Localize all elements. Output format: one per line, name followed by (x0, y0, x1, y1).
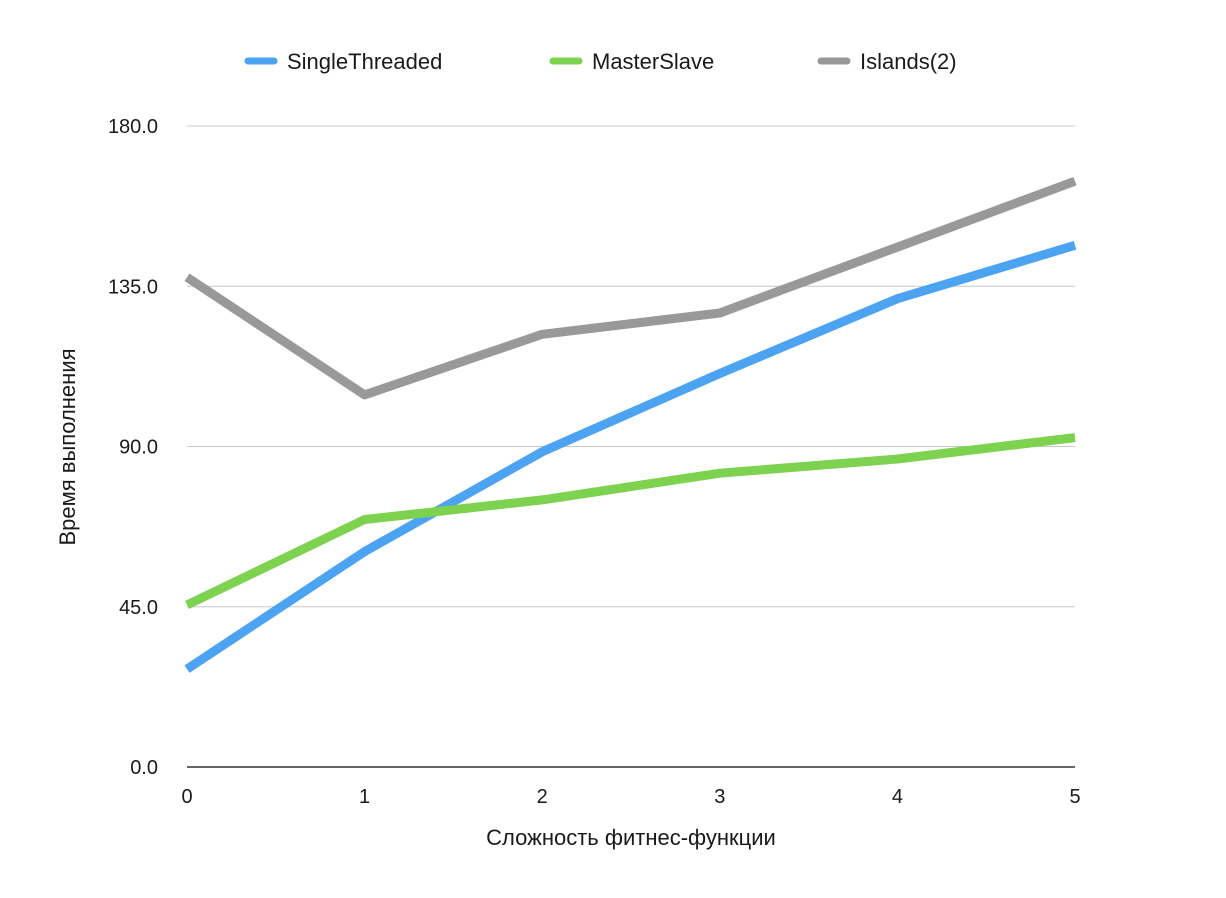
x-tick-label: 1 (359, 786, 370, 808)
x-tick-label: 2 (537, 786, 548, 808)
x-tick-label: 4 (892, 786, 903, 808)
y-axis-title: Время выполнения (55, 348, 80, 545)
grid-lines (187, 125, 1075, 608)
x-tick-label: 0 (181, 786, 192, 808)
legend-label: Islands(2) (860, 49, 957, 74)
legend-label: SingleThreaded (287, 49, 442, 74)
legend: SingleThreaded MasterSlave Islands(2) (244, 49, 957, 74)
x-tick-label: 3 (714, 786, 725, 808)
y-tick-label: 180.0 (108, 116, 158, 138)
series-line (184, 176, 1077, 400)
x-tick-label: 5 (1069, 786, 1080, 808)
series-lines (184, 176, 1077, 673)
series-line (184, 240, 1077, 673)
legend-label: MasterSlave (592, 49, 714, 74)
y-tick-label: 0.0 (130, 757, 158, 779)
y-tick-label: 45.0 (119, 597, 158, 619)
y-tick-label: 90.0 (119, 437, 158, 459)
y-tick-labels: 0.0 45.0 90.0 135.0 180.0 (108, 116, 158, 779)
x-tick-labels: 0 1 2 3 4 5 (181, 786, 1080, 808)
y-tick-label: 135.0 (108, 276, 158, 298)
x-axis-title: Сложность фитнес-функции (486, 825, 776, 850)
series-line (185, 433, 1076, 610)
